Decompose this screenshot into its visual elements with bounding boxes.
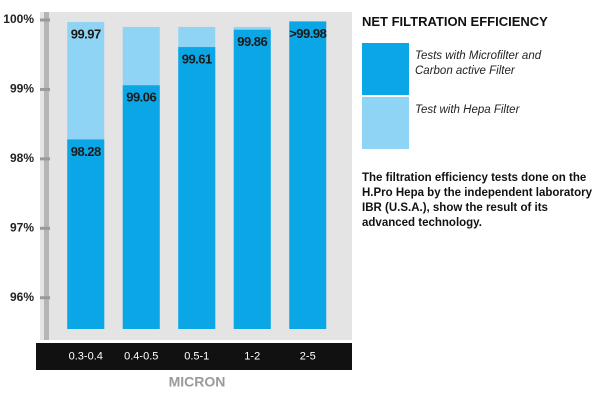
value-label: 99.86 bbox=[237, 34, 267, 49]
x-tick-label: 1-2 bbox=[244, 350, 260, 362]
x-tick-label: 0.3-0.4 bbox=[69, 350, 103, 362]
value-label: 98.28 bbox=[71, 144, 101, 159]
x-axis-label: MICRON bbox=[169, 374, 226, 390]
bar bbox=[67, 139, 105, 329]
bar bbox=[178, 47, 216, 329]
y-tick-label: 97% bbox=[10, 220, 34, 234]
axis-strip bbox=[44, 12, 49, 340]
bar bbox=[289, 21, 327, 329]
value-label: >99.98 bbox=[289, 26, 326, 41]
legend: Tests with Microfilter and Carbon active… bbox=[362, 43, 607, 149]
legend-item: Tests with Microfilter and Carbon active… bbox=[362, 43, 607, 95]
y-tick-label: 99% bbox=[10, 82, 34, 96]
bar bbox=[233, 29, 271, 330]
value-label: 99.06 bbox=[126, 90, 156, 105]
x-tick-label: 2-5 bbox=[300, 350, 316, 362]
x-axis-band bbox=[36, 343, 352, 370]
x-tick-label: 0.5-1 bbox=[184, 350, 209, 362]
legend-label: Tests with Microfilter and Carbon active… bbox=[415, 50, 542, 77]
side-panel: NET FILTRATION EFFICIENCY Tests with Mic… bbox=[362, 14, 607, 231]
y-tick-label: 100% bbox=[3, 12, 34, 26]
chart-title: NET FILTRATION EFFICIENCY bbox=[362, 14, 548, 29]
chart: MICRON 96% 97% 98% 99% 100% 0.3-0.4 0.4-0.5 0.5… bbox=[3, 12, 352, 390]
x-tick-label: 0.4-0.5 bbox=[124, 350, 158, 362]
value-label: 99.97 bbox=[71, 27, 101, 42]
y-tick-label: 98% bbox=[10, 151, 34, 165]
legend-label: Test with Hepa Filter bbox=[415, 104, 520, 116]
legend-swatch bbox=[362, 43, 409, 95]
bar bbox=[122, 85, 160, 329]
legend-swatch bbox=[362, 97, 409, 149]
legend-item: Test with Hepa Filter bbox=[362, 97, 607, 149]
note: The filtration efficiency tests done on … bbox=[362, 172, 593, 229]
value-label: 99.61 bbox=[182, 52, 212, 67]
y-tick-label: 96% bbox=[10, 290, 34, 304]
